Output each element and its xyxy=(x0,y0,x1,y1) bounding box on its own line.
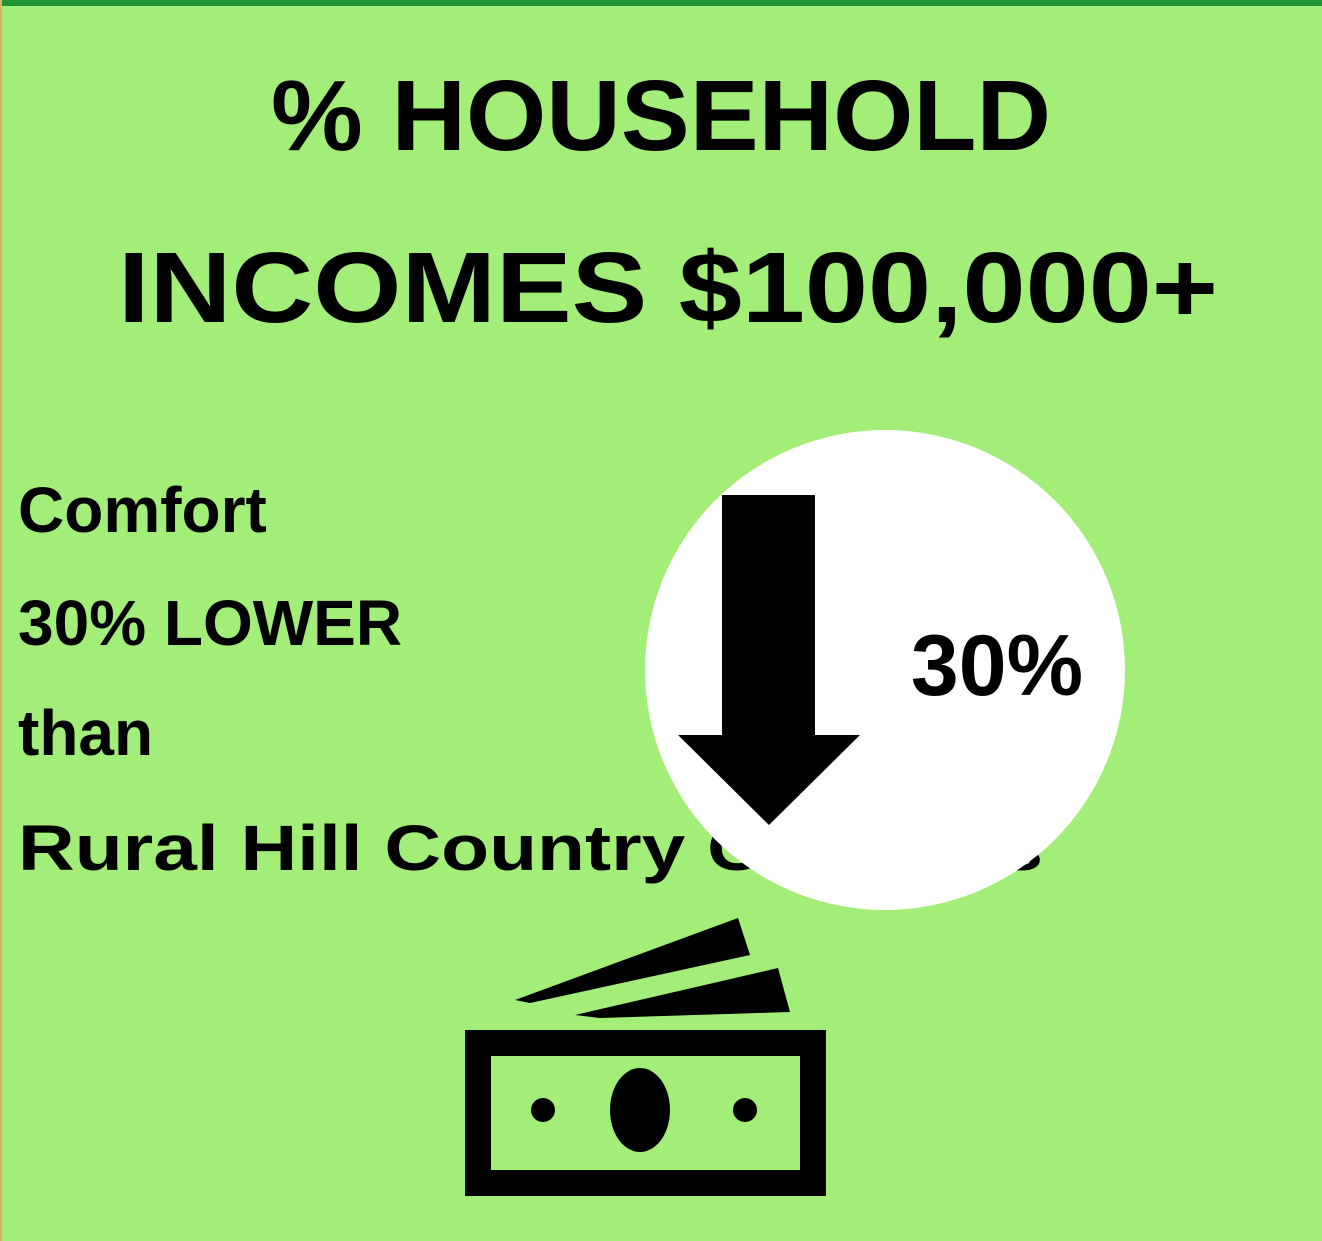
title-line: % HOUSEHOLD xyxy=(271,60,1051,172)
bill-center xyxy=(610,1068,670,1152)
money-icon xyxy=(465,918,826,1196)
down-arrow xyxy=(678,495,860,825)
top-border xyxy=(0,0,1322,6)
body-line: than xyxy=(18,697,153,769)
body-line: 30% LOWER xyxy=(18,587,402,659)
badge-label: 30% xyxy=(911,618,1083,714)
bill xyxy=(465,1030,826,1196)
bill-strip xyxy=(515,918,750,1003)
title-line: INCOMES $100,000+ xyxy=(118,232,1218,344)
left-edge xyxy=(0,0,2,1241)
body-line: Comfort xyxy=(18,474,267,546)
bill-inner xyxy=(497,1059,794,1167)
bill-strip xyxy=(575,968,790,1018)
bill-dot xyxy=(733,1098,757,1122)
bill-dot xyxy=(531,1098,555,1122)
